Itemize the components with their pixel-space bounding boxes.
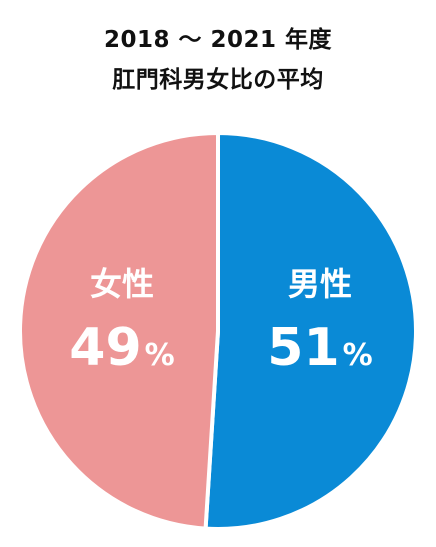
chart-title-line-1: 2018 ～ 2021 年度 <box>103 27 333 53</box>
pie-slices <box>18 131 419 531</box>
pie-label-unit: % <box>343 338 373 373</box>
pie-label-name-male: 男性 <box>288 265 352 303</box>
pie-label-name-female: 女性 <box>90 265 154 303</box>
chart-title-line-2: 肛門科男女比の平均 <box>112 67 324 93</box>
pie-label-unit: % <box>145 338 175 373</box>
pie-slice-male <box>203 131 419 531</box>
pie-slice-female <box>18 131 220 531</box>
